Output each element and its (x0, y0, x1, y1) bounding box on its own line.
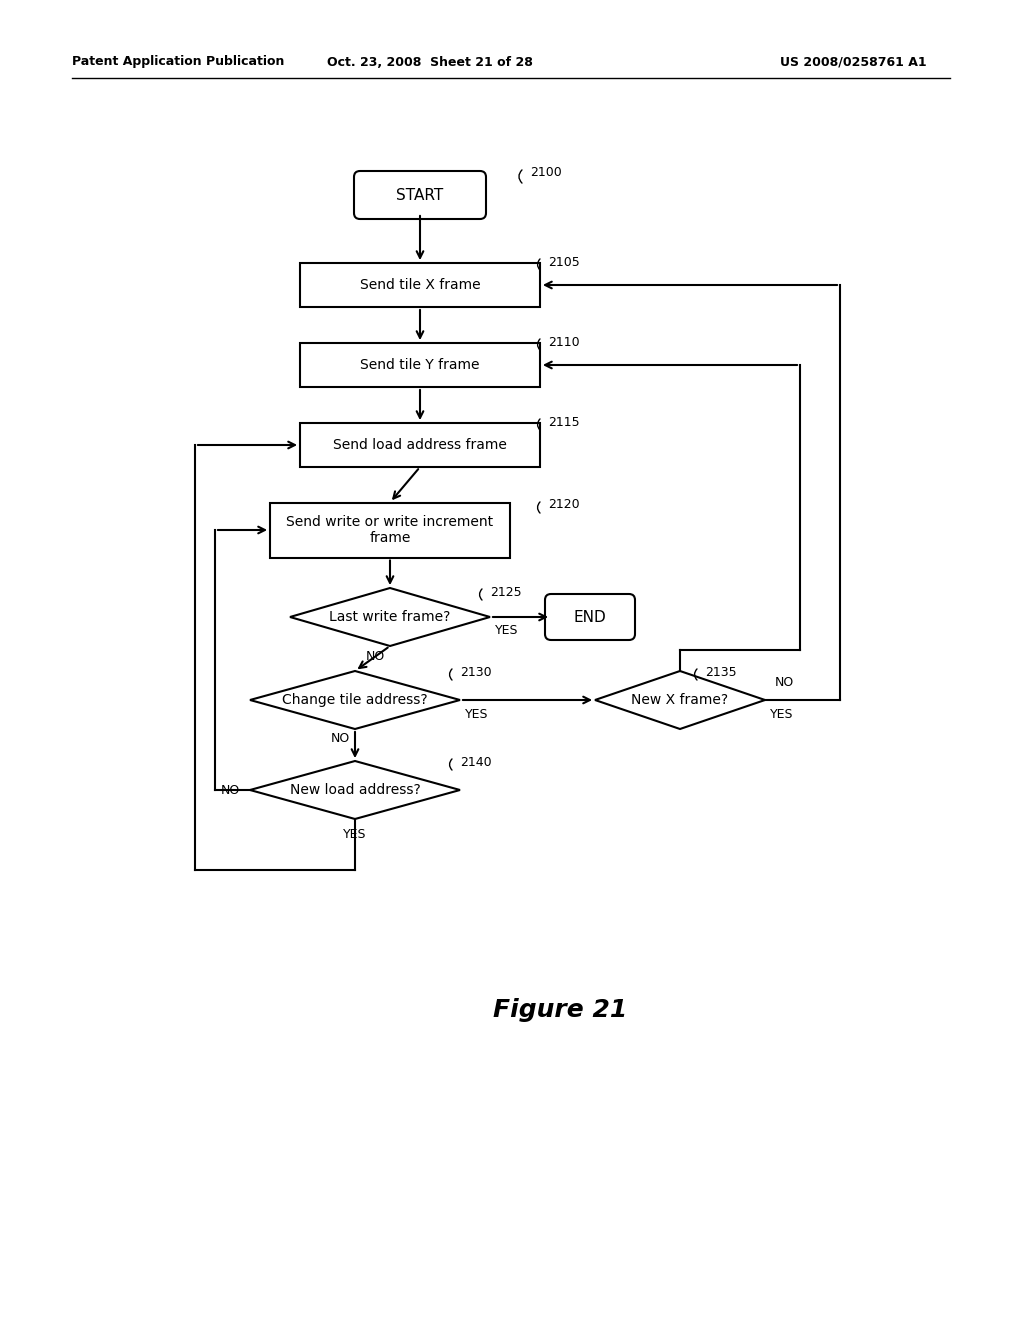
Text: YES: YES (495, 624, 518, 638)
Text: 2125: 2125 (490, 586, 521, 598)
Text: Patent Application Publication: Patent Application Publication (72, 55, 285, 69)
Text: YES: YES (770, 708, 794, 721)
Polygon shape (250, 671, 460, 729)
Text: Change tile address?: Change tile address? (283, 693, 428, 708)
Text: Oct. 23, 2008  Sheet 21 of 28: Oct. 23, 2008 Sheet 21 of 28 (327, 55, 532, 69)
Text: 2100: 2100 (530, 165, 562, 178)
Text: Send write or write increment
frame: Send write or write increment frame (287, 515, 494, 545)
Text: Send tile X frame: Send tile X frame (359, 279, 480, 292)
Text: US 2008/0258761 A1: US 2008/0258761 A1 (780, 55, 927, 69)
FancyBboxPatch shape (545, 594, 635, 640)
FancyBboxPatch shape (354, 172, 486, 219)
Text: 2140: 2140 (460, 755, 492, 768)
Text: 2135: 2135 (705, 665, 736, 678)
Text: 2120: 2120 (548, 499, 580, 511)
Text: YES: YES (343, 828, 367, 841)
Text: NO: NO (775, 676, 795, 689)
Text: Figure 21: Figure 21 (493, 998, 627, 1022)
Text: YES: YES (465, 708, 488, 721)
Text: 2115: 2115 (548, 416, 580, 429)
Bar (300, 263, 540, 308)
Text: 2105: 2105 (548, 256, 580, 268)
Text: Send load address frame: Send load address frame (333, 438, 507, 451)
Polygon shape (595, 671, 765, 729)
Polygon shape (250, 762, 460, 818)
Text: NO: NO (366, 649, 385, 663)
Bar (300, 343, 540, 387)
Bar (300, 422, 540, 467)
Text: START: START (396, 187, 443, 202)
Bar (270, 503, 510, 557)
Text: Last write frame?: Last write frame? (330, 610, 451, 624)
Text: END: END (573, 610, 606, 624)
Text: New X frame?: New X frame? (632, 693, 728, 708)
Text: New load address?: New load address? (290, 783, 421, 797)
Text: NO: NO (221, 784, 240, 796)
Text: 2110: 2110 (548, 335, 580, 348)
Text: NO: NO (331, 733, 349, 746)
Text: 2130: 2130 (460, 665, 492, 678)
Polygon shape (290, 587, 490, 645)
Text: Send tile Y frame: Send tile Y frame (360, 358, 480, 372)
